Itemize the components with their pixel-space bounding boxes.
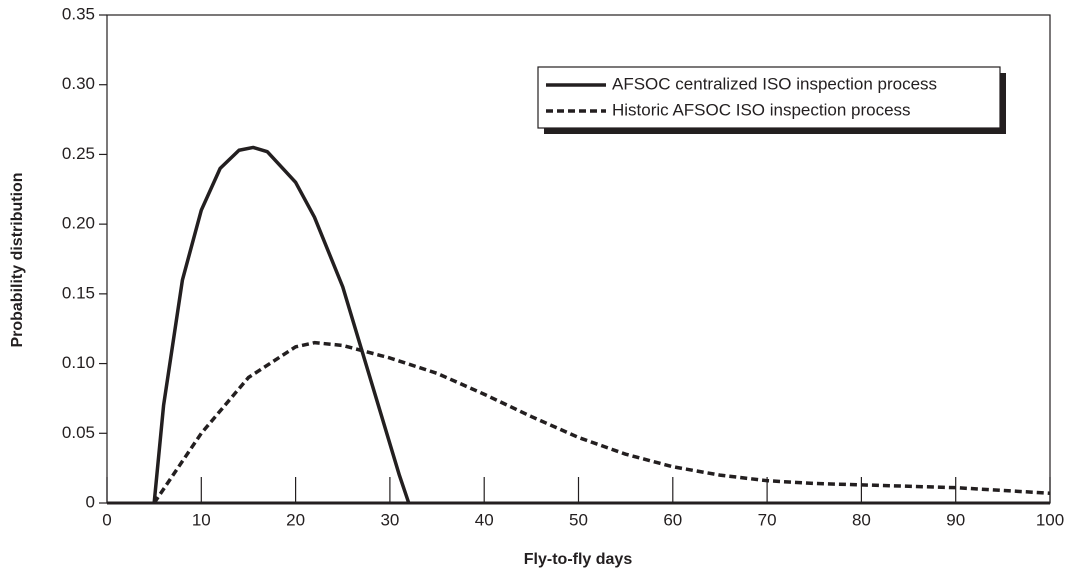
x-tick-label: 50: [569, 510, 588, 529]
x-tick-label: 0: [102, 510, 111, 529]
y-tick-label: 0.30: [62, 74, 95, 93]
x-axis-title: Fly-to-fly days: [524, 551, 633, 568]
legend-box: [537, 66, 1001, 129]
y-tick-label: 0.05: [62, 423, 95, 442]
y-tick-label: 0.20: [62, 214, 95, 233]
y-tick-label: 0: [86, 492, 95, 511]
x-tick-label: 10: [192, 510, 211, 529]
y-axis-title: Probability distribution: [9, 172, 26, 347]
x-tick-label: 40: [475, 510, 494, 529]
legend-label: Historic AFSOC ISO inspection process: [612, 100, 911, 119]
legend-label: AFSOC centralized ISO inspection process: [612, 74, 937, 93]
x-tick-label: 30: [380, 510, 399, 529]
x-tick-label: 20: [286, 510, 305, 529]
y-tick-label: 0.15: [62, 283, 95, 302]
x-tick-label: 70: [758, 510, 777, 529]
x-tick-label: 60: [663, 510, 682, 529]
series-line: [152, 340, 1051, 504]
series-line: [152, 145, 411, 504]
x-tick-label: 80: [852, 510, 871, 529]
y-tick-label: 0.10: [62, 353, 95, 372]
y-tick-label: 0.25: [62, 144, 95, 163]
x-tick-label: 100: [1036, 510, 1064, 529]
x-tick-label: 90: [946, 510, 965, 529]
y-tick-label: 0.35: [62, 4, 95, 23]
